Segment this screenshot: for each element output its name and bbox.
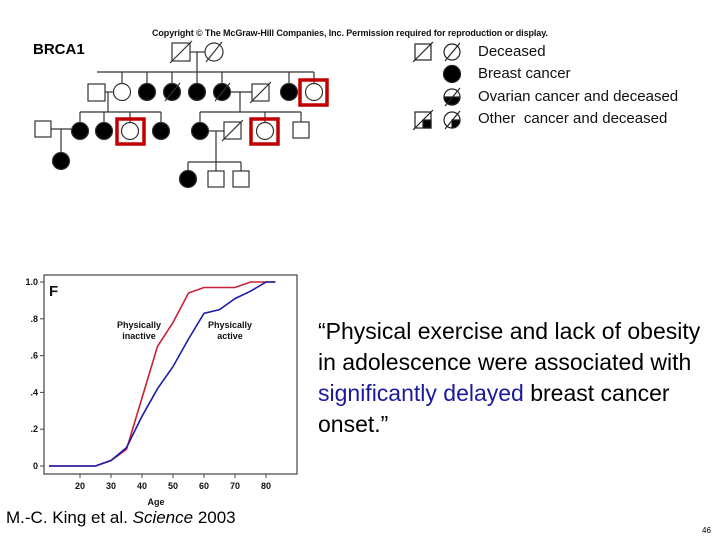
quote-highlight: significantly delayed (318, 380, 524, 406)
quote-text: “Physical exercise and lack of obesity i… (318, 316, 708, 440)
other-cancer-deceased-male-icon (412, 109, 434, 131)
y-tick-label: .6 (30, 351, 38, 361)
gene-label: BRCA1 (33, 41, 85, 58)
citation-authors: M.-C. King et al. (6, 508, 133, 527)
x-axis-label: Age (147, 497, 164, 507)
cumulative-risk-chart: 0 .2 .4 .6 .8 1.0 20 30 40 50 60 70 80 F Age Physic… (25, 274, 298, 507)
gen3-highlighted-female-left-icon (120, 121, 140, 141)
line-physically-active (49, 281, 276, 467)
y-tick-label: .8 (30, 314, 38, 324)
x-tick-label: 30 (106, 481, 116, 491)
gen1-father-deceased-icon (169, 40, 193, 64)
citation-journal: Science (132, 508, 194, 527)
deceased-female-icon (443, 42, 461, 62)
y-tick-label: .2 (30, 424, 38, 434)
citation-year: 2003 (193, 508, 236, 527)
y-tick-label: 0 (33, 461, 38, 471)
chart-frame (43, 274, 298, 475)
gen3-highlighted-female-right-icon (255, 121, 275, 141)
highlight-box-gen3-right (249, 117, 280, 146)
annotation-active-line2: active (217, 331, 243, 341)
gen2-highlighted-female-icon (304, 82, 324, 102)
gen2-breast-cancer-icon (137, 82, 157, 102)
highlight-box-gen3-left (115, 117, 146, 146)
legend-label-breast-cancer: Breast cancer (478, 65, 571, 82)
x-tick-label: 60 (199, 481, 209, 491)
annotation-active-line1: Physically (208, 320, 252, 330)
citation: M.-C. King et al. Science 2003 (6, 508, 236, 528)
highlight-boxes (115, 78, 329, 146)
x-tick-label: 80 (261, 481, 271, 491)
x-tick-label: 40 (137, 481, 147, 491)
y-tick-label: 1.0 (25, 277, 38, 287)
y-tick-label: .4 (30, 387, 38, 397)
x-tick-label: 70 (230, 481, 240, 491)
page-number: 46 (702, 526, 711, 535)
quote-part-1: “Physical exercise and lack of obesity i… (318, 318, 701, 375)
pedigree-diagram (34, 40, 329, 189)
copyright-notice: Copyright © The McGraw-Hill Companies, I… (152, 28, 548, 38)
ovarian-cancer-deceased-icon (443, 87, 461, 107)
breast-cancer-icon (442, 64, 462, 84)
highlight-box-gen2 (298, 78, 329, 107)
legend-label-other-cancer: Other cancer and deceased (478, 110, 668, 127)
gen1-mother-deceased-icon (204, 41, 224, 63)
deceased-male-icon (412, 41, 434, 63)
annotation-inactive-line2: inactive (122, 331, 156, 341)
x-tick-label: 20 (75, 481, 85, 491)
gen2-husband-icon (87, 83, 106, 102)
panel-label: F (49, 283, 58, 300)
annotation-inactive-line1: Physically (117, 320, 161, 330)
gen2-husband-deceased-icon (249, 81, 272, 104)
quote-part-2: breast cancer onset.” (318, 380, 670, 437)
other-cancer-deceased-female-icon (443, 110, 461, 130)
gen2-female-icon (112, 82, 132, 102)
x-tick-label: 50 (168, 481, 178, 491)
legend-label-deceased: Deceased (478, 43, 546, 60)
legend-symbols (412, 41, 462, 131)
legend-label-ovarian-cancer: Ovarian cancer and deceased (478, 88, 679, 105)
